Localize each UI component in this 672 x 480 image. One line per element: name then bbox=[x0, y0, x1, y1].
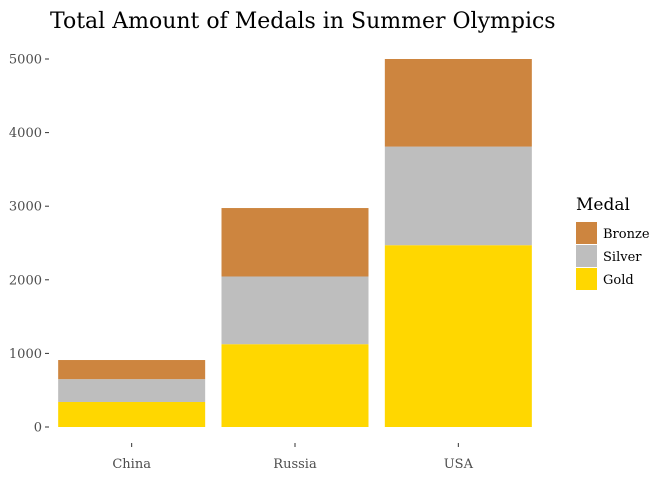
y-tick-label: 1000 bbox=[9, 347, 42, 362]
y-tick-label: 5000 bbox=[9, 53, 42, 68]
legend: Medal Bronze Silver Gold bbox=[576, 195, 650, 290]
y-tick-label: 3000 bbox=[9, 200, 42, 215]
bar-usa-silver bbox=[384, 146, 532, 246]
y-tick-label: 2000 bbox=[9, 273, 42, 288]
bar-russia-silver bbox=[221, 276, 369, 345]
legend-label-gold: Gold bbox=[603, 273, 634, 288]
y-tick-label: 0 bbox=[34, 421, 42, 436]
bar-china-bronze bbox=[58, 360, 206, 380]
x-tick-label: China bbox=[112, 457, 151, 472]
legend-key-silver bbox=[576, 245, 597, 267]
bar-russia-gold bbox=[221, 344, 369, 427]
legend-key-bronze bbox=[576, 222, 597, 244]
legend-label-bronze: Bronze bbox=[603, 227, 650, 242]
x-axis: China Russia USA bbox=[112, 443, 474, 472]
x-tick-label: Russia bbox=[273, 457, 317, 472]
bar-russia-bronze bbox=[221, 208, 369, 277]
legend-key-gold bbox=[576, 268, 597, 290]
plot-area bbox=[58, 59, 532, 427]
bar-usa-bronze bbox=[384, 59, 532, 147]
chart-title: Total Amount of Medals in Summer Olympic… bbox=[50, 9, 556, 34]
bar-usa-gold bbox=[384, 245, 532, 427]
x-tick-label: USA bbox=[444, 457, 474, 472]
y-axis: 0 1000 2000 3000 4000 5000 bbox=[9, 53, 49, 436]
y-tick-label: 4000 bbox=[9, 126, 42, 141]
legend-label-silver: Silver bbox=[603, 250, 642, 265]
legend-title: Medal bbox=[576, 195, 630, 215]
bar-china-gold bbox=[58, 401, 206, 427]
bar-china-silver bbox=[58, 379, 206, 402]
